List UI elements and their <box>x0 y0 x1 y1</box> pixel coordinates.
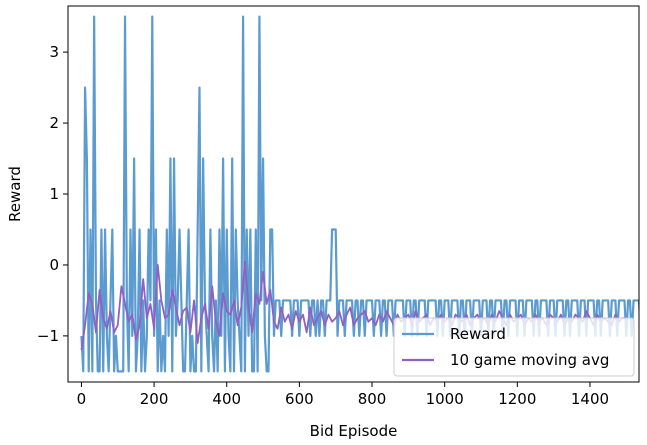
legend-label-moving-avg: 10 game moving avg <box>450 351 609 369</box>
y-tick-label: −1 <box>37 327 59 345</box>
x-axis-title: Bid Episode <box>310 422 398 440</box>
y-tick-label: 3 <box>49 43 59 61</box>
x-tick-label: 400 <box>212 390 241 408</box>
series-line-reward <box>80 15 639 373</box>
legend-label-reward: Reward <box>450 325 506 343</box>
x-tick-label: 1200 <box>498 390 536 408</box>
x-tick-label: 1400 <box>571 390 609 408</box>
y-tick-label: 0 <box>49 256 59 274</box>
y-tick-label: 1 <box>49 185 59 203</box>
series-layer <box>80 15 639 373</box>
x-tick-label: 800 <box>358 390 387 408</box>
ticks-layer: 0 200 400 600 800 1000 1200 1400 −1 0 1 2 3 <box>37 43 609 408</box>
legend-box <box>393 317 635 377</box>
series-line-moving-avg <box>80 260 627 351</box>
legend: Reward 10 game moving avg <box>393 317 635 377</box>
y-axis-title: Reward <box>6 166 24 222</box>
x-tick-label: 0 <box>77 390 87 408</box>
x-tick-label: 1000 <box>426 390 464 408</box>
y-tick-label: 2 <box>49 114 59 132</box>
x-tick-label: 600 <box>285 390 314 408</box>
x-tick-label: 200 <box>140 390 169 408</box>
